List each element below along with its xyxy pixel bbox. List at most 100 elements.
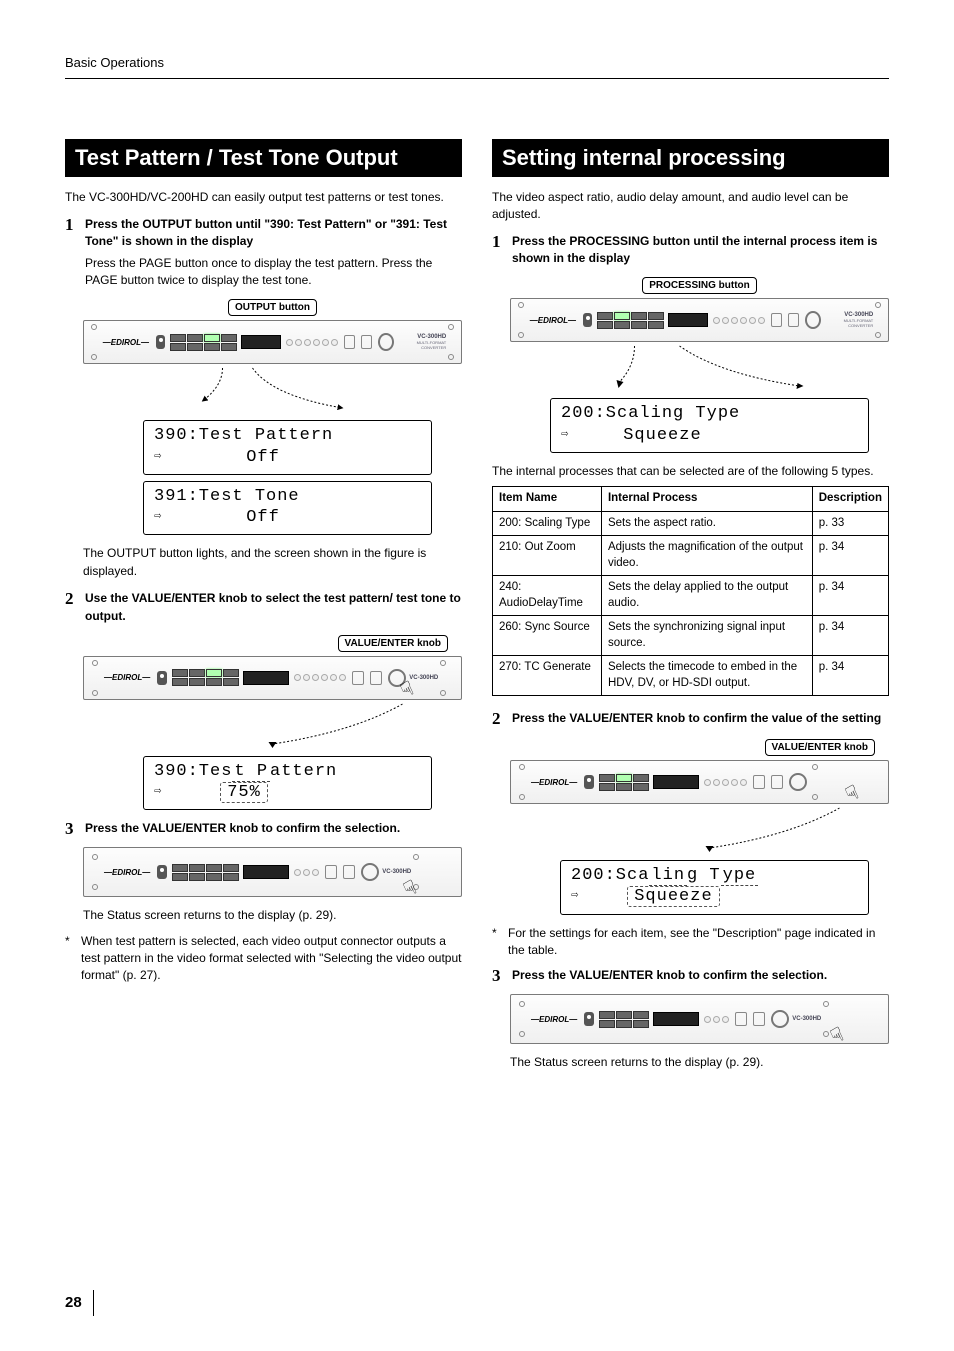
step-after-text: The internal processes that can be selec…: [492, 463, 889, 480]
step-text: Press the PAGE button once to display th…: [85, 255, 462, 290]
step-after-text: The OUTPUT button lights, and the screen…: [83, 545, 462, 580]
arrow-diagram: [510, 344, 889, 392]
arrow-diagram: [83, 366, 462, 414]
step-number: 2: [492, 710, 506, 729]
footnote-text: When test pattern is selected, each vide…: [81, 933, 462, 985]
device-front-panel: —EDIROL— VC-300HD ☟: [83, 656, 462, 700]
right-footnote-1: * For the settings for each item, see th…: [492, 925, 889, 960]
internal-process-table: Item Name Internal Process Description 2…: [492, 486, 889, 696]
lcd-display-2: 391:Test Tone ⇨ Off: [143, 481, 432, 536]
lcd-value: Squeeze: [623, 426, 701, 445]
step-heading: Press the PROCESSING button until the in…: [512, 233, 889, 268]
lcd-value: Squeeze: [627, 886, 719, 907]
arrow-glyph-icon: ⇨: [154, 449, 162, 463]
step-number: 1: [65, 216, 79, 290]
brand-logo: —EDIROL—: [103, 338, 149, 347]
device-front-panel: —EDIROL— ☟: [510, 760, 889, 804]
step-heading: Use the VALUE/ENTER knob to select the t…: [85, 590, 462, 625]
value-enter-knob-label: VALUE/ENTER knob: [765, 739, 875, 756]
left-intro: The VC-300HD/VC-200HD can easily output …: [65, 189, 462, 206]
right-section-title: Setting internal processing: [492, 139, 889, 177]
right-column: Setting internal processing The video as…: [492, 139, 889, 1071]
right-figure-2: VALUE/ENTER knob —EDIROL— ☟ 200:Scaling …: [510, 737, 889, 915]
lcd-display-1: 390:Test Pattern ⇨ Off: [143, 420, 432, 475]
step-heading: Press the OUTPUT button until "390: Test…: [85, 216, 462, 251]
asterisk-icon: *: [65, 933, 75, 985]
device-front-panel: —EDIROL— VC-300HD ☟: [510, 994, 889, 1044]
left-step-3: 3 Press the VALUE/ENTER knob to confirm …: [65, 820, 462, 839]
table-row: 270: TC GenerateSelects the timecode to …: [493, 656, 889, 696]
arrow-diagram: [510, 806, 889, 854]
lcd-line: 390:Test Pattern: [154, 425, 421, 446]
lcd-display-r2: 200:Scaling Type ⇨Squeeze: [560, 860, 869, 915]
table-row: 210: Out ZoomAdjusts the magnification o…: [493, 536, 889, 576]
arrow-diagram: [83, 702, 462, 750]
step-heading: Press the VALUE/ENTER knob to confirm th…: [512, 967, 889, 984]
power-knob-icon: [157, 671, 167, 685]
arrow-glyph-icon: ⇨: [561, 427, 569, 441]
left-step-1: 1 Press the OUTPUT button until "390: Te…: [65, 216, 462, 290]
right-step-3: 3 Press the VALUE/ENTER knob to confirm …: [492, 967, 889, 986]
left-figure-3: —EDIROL— VC-300HD ☟: [83, 847, 462, 897]
table-row: 240: AudioDelayTimeSets the delay applie…: [493, 576, 889, 616]
lcd-value: Off: [246, 448, 280, 467]
table-row: 200: Scaling TypeSets the aspect ratio.p…: [493, 511, 889, 536]
arrow-glyph-icon: ⇨: [571, 888, 579, 902]
device-front-panel: —EDIROL— VC-300HDMULTI-FORMAT CONVERTER: [83, 320, 462, 364]
right-figure-3: —EDIROL— VC-300HD ☟: [510, 994, 889, 1044]
right-step-2: 2 Press the VALUE/ENTER knob to confirm …: [492, 710, 889, 729]
left-column: Test Pattern / Test Tone Output The VC-3…: [65, 139, 462, 1071]
step-number: 2: [65, 590, 79, 625]
table-header: Internal Process: [601, 487, 812, 512]
right-intro: The video aspect ratio, audio delay amou…: [492, 189, 889, 223]
value-knob-icon: [789, 773, 807, 791]
jacks-icon: [286, 339, 338, 346]
step-after-text: The Status screen returns to the display…: [510, 1054, 889, 1071]
left-figure-1: OUTPUT button —EDIROL— VC-300HDMULTI-FOR…: [83, 297, 462, 535]
left-figure-2: VALUE/ENTER knob —EDIROL— VC-300HD ☟: [83, 633, 462, 811]
header-rule: [65, 78, 889, 79]
footnote-text: For the settings for each item, see the …: [508, 925, 889, 960]
lcd-value: Off: [246, 508, 280, 527]
processing-button-label: PROCESSING button: [642, 277, 757, 294]
hand-cursor-icon: ☟: [826, 1022, 848, 1044]
table-header: Item Name: [493, 487, 602, 512]
lcd-line: 200:Scaling Type: [561, 403, 858, 424]
model-sub: MULTI-FORMAT CONVERTER: [397, 340, 446, 350]
left-step-2: 2 Use the VALUE/ENTER knob to select the…: [65, 590, 462, 625]
lcd-display-r1: 200:Scaling Type ⇨ Squeeze: [550, 398, 869, 453]
asterisk-icon: *: [492, 925, 502, 960]
lcd-line: 391:Test Tone: [154, 486, 421, 507]
table-row: 260: Sync SourceSets the synchronizing s…: [493, 616, 889, 656]
table-header: Description: [812, 487, 888, 512]
lcd-value: 75%: [220, 782, 268, 803]
lcd-strip-icon: [241, 335, 282, 349]
step-heading: Press the VALUE/ENTER knob to confirm th…: [85, 820, 462, 837]
step-after-text: The Status screen returns to the display…: [83, 907, 462, 924]
page-number-rule: [93, 1290, 94, 1316]
step-number: 3: [65, 820, 79, 839]
right-step-1: 1 Press the PROCESSING button until the …: [492, 233, 889, 268]
arrow-glyph-icon: ⇨: [154, 509, 162, 523]
output-button-label: OUTPUT button: [228, 299, 317, 316]
left-section-title: Test Pattern / Test Tone Output: [65, 139, 462, 177]
step-number: 1: [492, 233, 506, 268]
page-header-section: Basic Operations: [65, 55, 889, 70]
step-heading: Press the VALUE/ENTER knob to confirm th…: [512, 710, 889, 727]
lcd-display-3: 390:Test Pattern ⇨75%: [143, 756, 432, 811]
device-front-panel: —EDIROL— VC-300HD ☟: [83, 847, 462, 897]
brand-logo: —EDIROL—: [104, 673, 150, 682]
page-button-icon: [344, 335, 355, 349]
exit-button-icon: [361, 335, 372, 349]
page-number: 28: [65, 1294, 82, 1311]
device-front-panel: —EDIROL— VC-300HDMULTI-FORMAT CONVERTER: [510, 298, 889, 342]
button-block-icon: [170, 334, 237, 351]
right-figure-1: PROCESSING button —EDIROL— VC-300HDMULTI…: [510, 275, 889, 453]
power-knob-icon: [156, 335, 165, 349]
value-knob-icon: [378, 333, 394, 351]
arrow-glyph-icon: ⇨: [154, 784, 162, 798]
left-footnote: * When test pattern is selected, each vi…: [65, 933, 462, 985]
two-column-layout: Test Pattern / Test Tone Output The VC-3…: [65, 139, 889, 1071]
hand-cursor-icon: ☟: [841, 780, 863, 804]
step-number: 3: [492, 967, 506, 986]
